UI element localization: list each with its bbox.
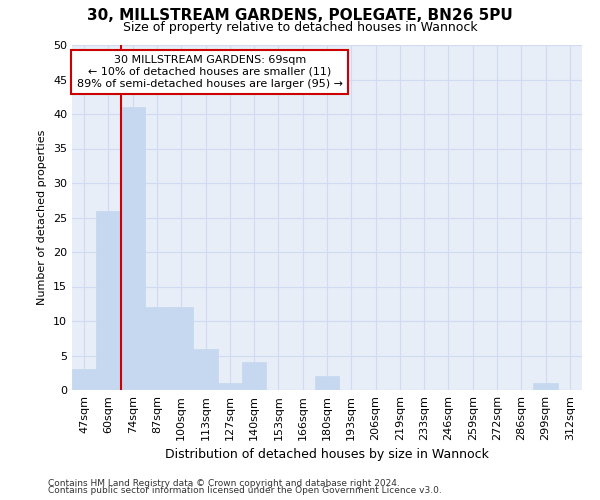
- Bar: [96, 210, 121, 390]
- Y-axis label: Number of detached properties: Number of detached properties: [37, 130, 47, 305]
- Text: Size of property relative to detached houses in Wannock: Size of property relative to detached ho…: [122, 21, 478, 34]
- Bar: [193, 348, 218, 390]
- Text: 30 MILLSTREAM GARDENS: 69sqm
← 10% of detached houses are smaller (11)
89% of se: 30 MILLSTREAM GARDENS: 69sqm ← 10% of de…: [77, 56, 343, 88]
- Bar: [242, 362, 266, 390]
- Text: Contains HM Land Registry data © Crown copyright and database right 2024.: Contains HM Land Registry data © Crown c…: [48, 478, 400, 488]
- Text: Contains public sector information licensed under the Open Government Licence v3: Contains public sector information licen…: [48, 486, 442, 495]
- Bar: [169, 307, 193, 390]
- X-axis label: Distribution of detached houses by size in Wannock: Distribution of detached houses by size …: [165, 448, 489, 462]
- Bar: [315, 376, 339, 390]
- Text: 30, MILLSTREAM GARDENS, POLEGATE, BN26 5PU: 30, MILLSTREAM GARDENS, POLEGATE, BN26 5…: [87, 8, 513, 22]
- Bar: [121, 107, 145, 390]
- Bar: [218, 383, 242, 390]
- Bar: [72, 370, 96, 390]
- Bar: [533, 383, 558, 390]
- Bar: [145, 307, 169, 390]
